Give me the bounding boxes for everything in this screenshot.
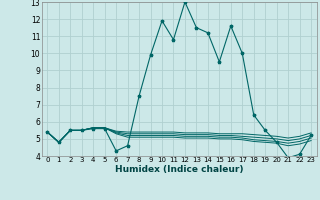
X-axis label: Humidex (Indice chaleur): Humidex (Indice chaleur) xyxy=(115,165,244,174)
